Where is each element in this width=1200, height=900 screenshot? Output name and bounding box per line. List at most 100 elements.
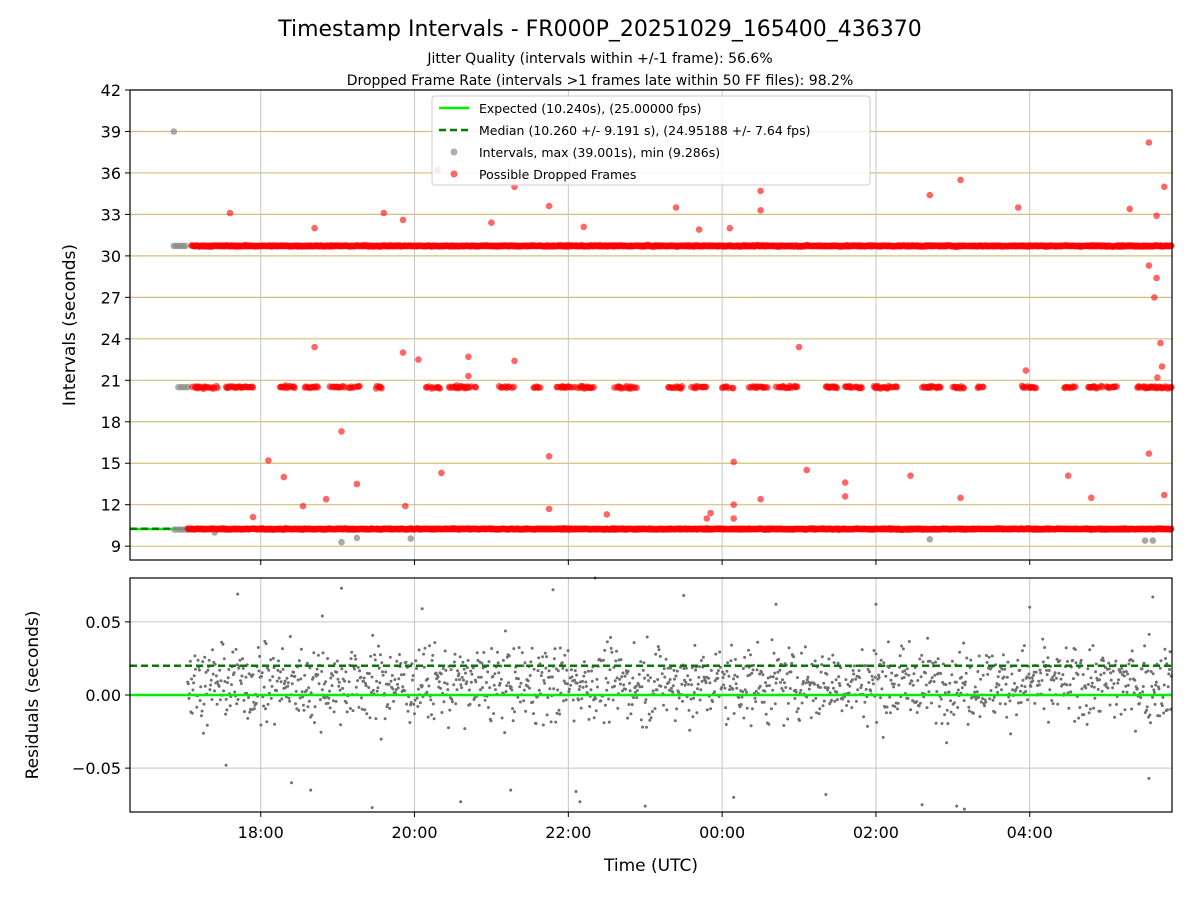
residual-point bbox=[1166, 685, 1170, 689]
residual-point bbox=[418, 701, 422, 705]
chart-subtitle-jitter: Jitter Quality (intervals within +/-1 fr… bbox=[426, 51, 772, 67]
residual-point bbox=[537, 656, 541, 660]
residual-point bbox=[437, 680, 441, 684]
residual-point bbox=[353, 654, 357, 658]
residual-point bbox=[886, 640, 890, 644]
residual-point bbox=[1139, 696, 1143, 699]
residual-point bbox=[818, 707, 822, 711]
legend-intervals-swatch bbox=[450, 148, 458, 156]
residual-point bbox=[981, 673, 985, 677]
dropped-frame-point bbox=[833, 384, 841, 392]
residual-point bbox=[1080, 687, 1084, 691]
residual-point bbox=[874, 652, 878, 656]
residual-point bbox=[684, 666, 688, 670]
residual-point bbox=[426, 715, 430, 719]
residual-point bbox=[645, 725, 648, 729]
residual-point bbox=[391, 687, 395, 691]
residual-point bbox=[1133, 678, 1137, 682]
residual-point bbox=[610, 650, 614, 654]
residual-point bbox=[651, 689, 655, 693]
residual-point bbox=[545, 655, 548, 659]
residual-point bbox=[649, 716, 653, 720]
residual-point bbox=[1008, 699, 1012, 703]
residual-point bbox=[881, 735, 885, 739]
residual-point bbox=[688, 678, 692, 682]
residual-point bbox=[279, 670, 282, 674]
legend-median-label: Median (10.260 +/- 9.191 s), (24.95188 +… bbox=[479, 123, 810, 138]
residual-point bbox=[226, 681, 229, 685]
residual-point bbox=[657, 648, 661, 652]
residual-point bbox=[414, 659, 418, 663]
residual-point bbox=[662, 703, 665, 707]
residual-point bbox=[743, 655, 747, 659]
residual-point bbox=[282, 682, 286, 686]
residual-point bbox=[773, 702, 777, 706]
residual-point bbox=[1041, 637, 1045, 641]
residual-point bbox=[1114, 659, 1118, 663]
residual-point bbox=[766, 676, 770, 680]
residual-point bbox=[190, 677, 194, 681]
residuals-points bbox=[186, 576, 1173, 811]
residual-point bbox=[492, 712, 496, 716]
residual-point bbox=[924, 683, 928, 687]
residual-point bbox=[860, 683, 864, 687]
residual-point bbox=[815, 711, 818, 715]
residual-point bbox=[252, 700, 256, 704]
dropped-frame-point bbox=[1154, 374, 1161, 381]
dropped-frame-point bbox=[803, 466, 810, 474]
residual-point bbox=[889, 678, 893, 682]
residual-point bbox=[773, 671, 777, 675]
residual-point bbox=[416, 687, 420, 691]
residual-point bbox=[252, 707, 256, 711]
dropped-frame-point bbox=[633, 384, 640, 392]
residual-point bbox=[792, 655, 796, 659]
residual-point bbox=[639, 660, 643, 664]
residual-point bbox=[834, 678, 838, 682]
residual-point bbox=[969, 696, 973, 700]
residual-point bbox=[1026, 698, 1030, 702]
residual-point bbox=[884, 711, 888, 715]
residual-point bbox=[1154, 680, 1158, 684]
residual-point bbox=[530, 646, 534, 650]
residual-point bbox=[675, 707, 679, 711]
residual-point bbox=[1021, 678, 1025, 682]
residual-point bbox=[1045, 668, 1049, 672]
residual-point bbox=[733, 673, 737, 677]
residual-point bbox=[1134, 729, 1137, 733]
residual-point bbox=[696, 682, 700, 686]
residual-point bbox=[306, 705, 310, 709]
residual-point bbox=[989, 689, 993, 693]
residual-point bbox=[817, 712, 821, 716]
residual-point bbox=[724, 723, 728, 726]
residual-point bbox=[800, 701, 804, 705]
residual-point bbox=[581, 685, 585, 689]
residual-point bbox=[614, 659, 618, 663]
residual-point bbox=[575, 673, 579, 677]
residual-point bbox=[1078, 706, 1082, 709]
residual-point bbox=[602, 721, 606, 725]
residual-point bbox=[745, 690, 748, 694]
residual-point bbox=[1130, 649, 1134, 653]
residual-point bbox=[734, 682, 738, 686]
residual-point bbox=[318, 698, 322, 702]
residual-point bbox=[784, 686, 788, 689]
residual-point bbox=[383, 717, 387, 721]
residual-point bbox=[1147, 632, 1151, 636]
residual-point bbox=[977, 654, 981, 658]
residual-point bbox=[628, 689, 632, 693]
residual-point bbox=[937, 704, 941, 708]
residual-point bbox=[1029, 684, 1033, 688]
residual-point bbox=[371, 688, 375, 692]
residual-point bbox=[296, 678, 300, 682]
residual-point bbox=[518, 685, 522, 689]
residual-point bbox=[875, 720, 879, 724]
dropped-frame-point bbox=[795, 343, 803, 351]
residual-point bbox=[858, 676, 862, 680]
dropped-frame-point bbox=[841, 479, 849, 486]
residual-point bbox=[1069, 690, 1073, 694]
residual-point bbox=[962, 641, 966, 645]
residual-point bbox=[1093, 696, 1097, 700]
residual-point bbox=[609, 636, 613, 639]
intervals-y-tick-label: 9 bbox=[111, 537, 121, 556]
